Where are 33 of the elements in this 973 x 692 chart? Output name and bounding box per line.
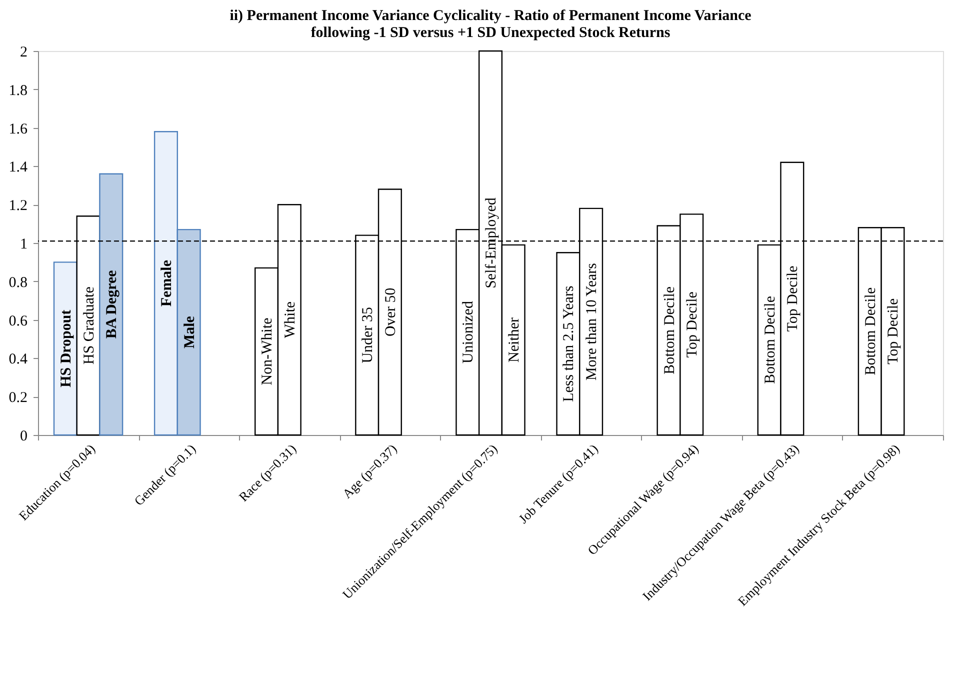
y-tick-label: 1.8 <box>8 82 28 99</box>
y-tick-label: 0.4 <box>8 352 28 368</box>
y-tick-label: 0.8 <box>8 274 28 291</box>
data-label: Non-White <box>260 317 276 386</box>
chart-title: ii) Permanent Income Variance Cyclicality - Ratio of Permanent Income Variance following -1 SD versus +1 SD Unexpected Stock Returns <box>230 8 752 41</box>
data-label: Male <box>182 316 198 349</box>
data-label: Top Decile <box>785 265 802 332</box>
y-tick-label: 0 <box>20 428 28 444</box>
data-label: White <box>282 301 298 338</box>
data-label: HS Graduate <box>81 286 98 365</box>
y-tick-label: 1.2 <box>8 198 28 214</box>
data-label: Self-Employed <box>484 197 500 288</box>
data-label: Bottom Decile <box>862 287 879 376</box>
data-label: Bottom Decile <box>662 286 678 374</box>
y-tick-label: 1.6 <box>8 121 28 138</box>
data-label: Less than 2.5 Years <box>561 286 578 402</box>
data-label: Bottom Decile <box>762 296 778 384</box>
data-label: Neither <box>506 317 522 362</box>
data-label: Female <box>158 260 175 307</box>
bar <box>99 173 124 436</box>
data-label: More than 10 Years <box>584 262 600 380</box>
y-tick-label: 1 <box>20 236 28 252</box>
data-label: BA Degree <box>104 270 120 339</box>
data-label: Top Decile <box>886 298 902 364</box>
data-label: Unionized <box>460 300 477 364</box>
data-label: HS Dropout <box>58 310 74 388</box>
y-tick-label: 0.6 <box>8 313 28 330</box>
data-label: Under 35 <box>360 307 376 364</box>
data-label: Over 50 <box>382 288 399 336</box>
y-tick-label: 1.4 <box>8 160 28 176</box>
y-tick-label: 2 <box>20 44 28 60</box>
data-label: Top Decile <box>684 291 701 358</box>
y-tick-label: 0.2 <box>8 390 28 406</box>
